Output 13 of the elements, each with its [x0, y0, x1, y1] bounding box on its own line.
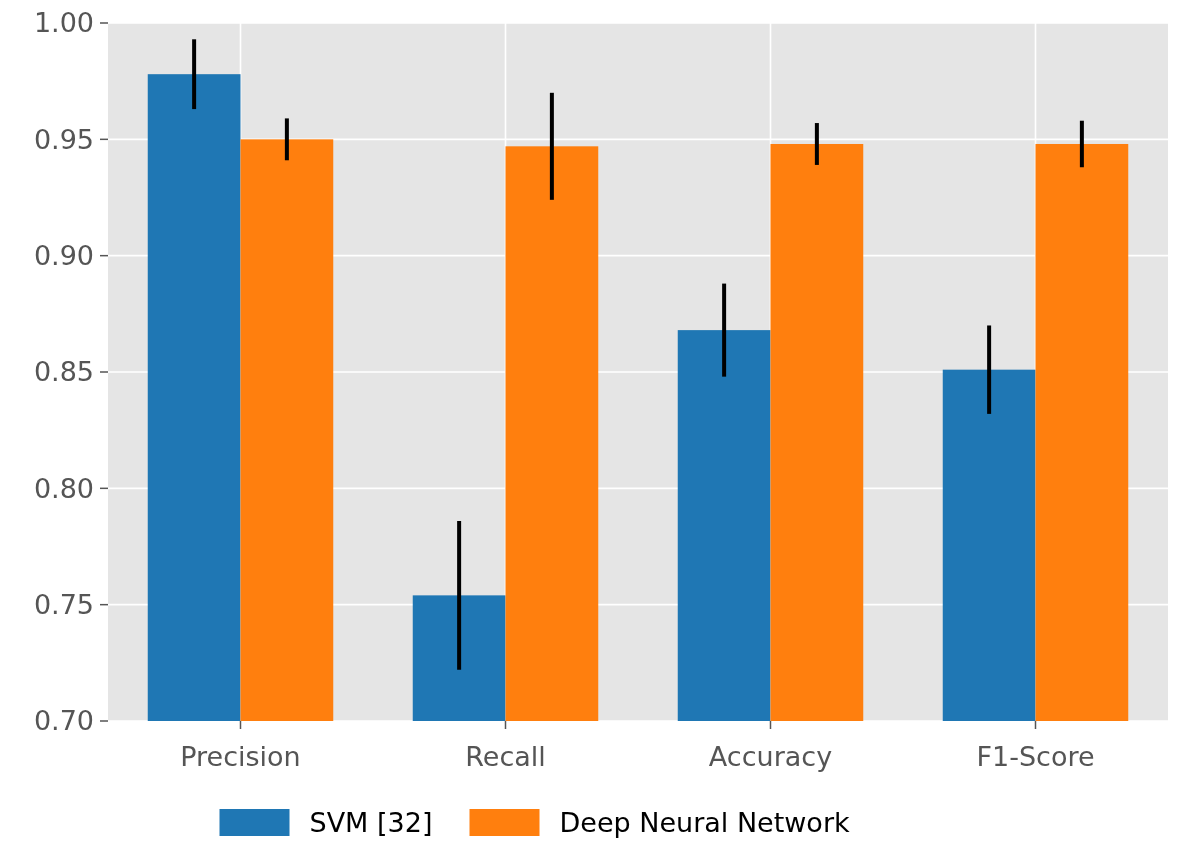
legend-label: SVM [32]	[309, 807, 433, 839]
y-tick-label: 1.00	[33, 7, 94, 39]
y-tick-label: 0.70	[33, 705, 94, 737]
x-tick-label: Precision	[180, 741, 301, 772]
x-tick-label: Recall	[465, 741, 546, 772]
y-tick-label: 0.75	[33, 589, 94, 621]
x-tick-label: Accuracy	[708, 741, 833, 772]
y-tick-label: 0.80	[33, 472, 94, 504]
y-tick-label: 0.85	[33, 356, 94, 388]
y-tick-label: 0.95	[33, 123, 94, 155]
x-tick-label: F1-Score	[976, 741, 1095, 772]
y-tick-label: 0.90	[33, 240, 94, 272]
legend-label: Deep Neural Network	[559, 807, 850, 839]
